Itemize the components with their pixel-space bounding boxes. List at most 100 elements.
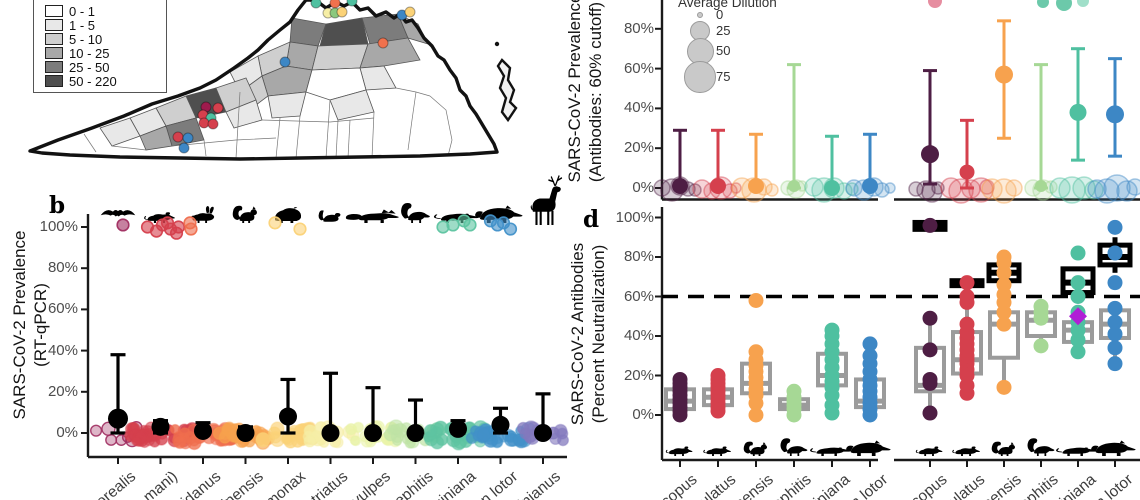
- raccoon-part: [1116, 452, 1121, 456]
- neutralization-point: [1070, 245, 1086, 261]
- skunk-part: [797, 453, 800, 456]
- summary-mean-point: [406, 424, 425, 442]
- panel-d-letter: d: [583, 206, 600, 233]
- mouse-part: [961, 453, 963, 456]
- panel-b-ytick-label: 40%: [47, 341, 78, 359]
- neutralization-point: [672, 371, 688, 387]
- sample-site-dot: [279, 56, 291, 68]
- neutralization-point: [748, 407, 764, 423]
- chipmunk-part: [334, 212, 341, 217]
- map-legend-swatch: [45, 75, 63, 87]
- sample-site-dot: [212, 102, 224, 114]
- summary-mean-point: [108, 408, 128, 429]
- dilution-bubble: [1005, 179, 1023, 197]
- seroprevalence-point: [995, 65, 1013, 84]
- squirrel-icon: [743, 441, 767, 456]
- map-legend-bin-label: 10 - 25: [69, 46, 110, 61]
- jitter-point: [423, 423, 438, 438]
- summary-mean-point: [151, 417, 170, 436]
- skunk-icon: [1027, 438, 1055, 456]
- seroprevalence-point: [672, 178, 688, 195]
- sample-site-dot: [310, 0, 322, 9]
- seroprevalence-point: [1106, 105, 1124, 124]
- seroprevalence-point: [748, 178, 764, 195]
- squirrel-part: [242, 220, 245, 223]
- dilution-bubble: [688, 183, 702, 197]
- fox-part: [364, 219, 368, 223]
- neutralization-point: [1033, 338, 1049, 354]
- chipmunk-part: [318, 210, 325, 221]
- raccoon-icon: [1091, 440, 1136, 456]
- squirrel-part: [252, 206, 256, 210]
- opossum-part: [838, 447, 842, 450]
- seroprevalence-point: [824, 180, 840, 196]
- panel-c-ytick-label: 0%: [632, 179, 654, 196]
- jitter-point: [90, 424, 103, 437]
- county-border: [347, 119, 351, 159]
- clipped-top-point: [1037, 0, 1049, 8]
- squirrel-icon: [232, 205, 257, 223]
- county-border: [371, 111, 375, 159]
- opossum-part: [1084, 447, 1088, 450]
- county-border: [171, 137, 277, 147]
- dilution-bubble: [979, 179, 995, 195]
- skunk-part: [419, 219, 422, 223]
- panel-c: [653, 0, 1140, 204]
- panel-d-ytick-label: 40%: [623, 327, 654, 344]
- opossum-icon: [810, 447, 852, 456]
- dilution-bubble: [765, 183, 779, 197]
- panel-b-ytick-label: 60%: [47, 300, 78, 318]
- clipped-top-point: [1056, 0, 1072, 11]
- deer-part: [547, 209, 550, 225]
- neutralization-point: [922, 405, 938, 421]
- seroprevalence-point: [1035, 180, 1047, 193]
- deer-part: [551, 210, 554, 225]
- panel-b-ytick-label: 0%: [56, 424, 78, 441]
- panel-d-ytick-label: 0%: [632, 406, 654, 423]
- summary-mean-point: [279, 407, 297, 426]
- dilution-legend-title: Average Dilution: [678, 0, 777, 10]
- bat-icon: [100, 210, 136, 217]
- raccoon-part: [874, 440, 881, 444]
- squirrel-part: [232, 205, 243, 221]
- county-border: [429, 95, 453, 141]
- squirrel-part: [1008, 444, 1015, 450]
- panel-d-ylabel-line1: SARS-CoV-2 Antibodies: [568, 242, 587, 426]
- chipmunk-icon: [318, 210, 341, 222]
- high-prevalence-point: [463, 218, 477, 232]
- county-border: [83, 133, 97, 153]
- rabbit-icon: [191, 205, 215, 223]
- county: [359, 37, 421, 69]
- skunk-part: [401, 202, 412, 219]
- mouse-part: [722, 446, 727, 449]
- raccoon-part: [857, 452, 861, 456]
- neutralization-point: [1033, 298, 1049, 314]
- jitter-point: [105, 433, 118, 446]
- sample-site-dot: [329, 0, 341, 9]
- map-legend-bin-label: 25 - 50: [69, 60, 110, 75]
- map-legend: Number of Animals Sampled 0 - 11 - 55 - …: [33, 0, 167, 93]
- dilution-bubble: [730, 182, 742, 194]
- rabbit-part: [192, 213, 215, 221]
- skunk-part: [1034, 446, 1055, 454]
- county: [99, 117, 141, 147]
- county-border: [335, 119, 339, 159]
- neutralization-point: [959, 275, 975, 291]
- mouse-part: [165, 212, 171, 216]
- map-legend-bin-label: 50 - 220: [69, 74, 117, 89]
- seroprevalence-point: [1069, 103, 1087, 121]
- squirrel-part: [248, 220, 251, 223]
- mouse-icon: [703, 446, 731, 456]
- opossum-part: [433, 214, 441, 219]
- clipped-top-point: [928, 0, 942, 8]
- neutralization-point: [1070, 344, 1086, 360]
- squirrel-part: [1000, 453, 1003, 456]
- mouse-icon: [952, 446, 980, 456]
- raccoon-part: [846, 445, 854, 452]
- fox-part: [358, 213, 399, 221]
- skunk-part: [1036, 453, 1039, 456]
- neutralization-point: [996, 249, 1012, 265]
- high-prevalence-point: [184, 222, 198, 236]
- county: [311, 43, 369, 71]
- county-border: [261, 117, 375, 123]
